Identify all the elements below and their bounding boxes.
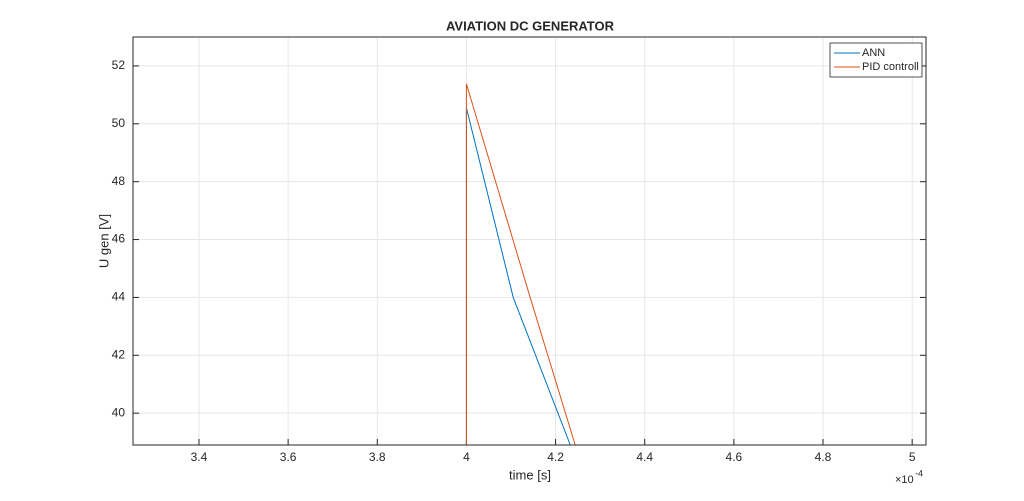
y-tick-label: 46 [112,232,126,246]
x-tick-label: 4.2 [547,450,564,464]
x-tick-label: 5 [909,450,916,464]
legend-box [829,42,923,78]
plot-area [133,37,926,445]
y-tick-label: 48 [112,174,126,188]
x-tick-label: 4.8 [815,450,832,464]
x-tick-label: 3.4 [191,450,208,464]
x-axis-label: time [s] [509,467,551,482]
legend: ANN PID controll [829,42,923,78]
legend-label: PID controll [862,61,919,73]
x-tick-label: 4.6 [726,450,743,464]
data-line [465,83,576,445]
x-exponent-base: ×10 [895,474,914,486]
y-axis-label: U gen [V] [96,214,111,268]
x-tick-label: 3.8 [369,450,386,464]
chart-title: AVIATION DC GENERATOR [446,18,615,33]
legend-label: ANN [862,47,885,59]
x-tick-label: 4 [463,450,470,464]
axes-box [132,36,927,446]
y-tick-label: 44 [112,290,126,304]
y-tick-label: 52 [112,58,126,72]
x-tick-label: 3.6 [280,450,297,464]
x-tick-label: 4.4 [636,450,653,464]
y-tick-label: 42 [112,347,126,361]
y-tick-label: 40 [112,405,126,419]
y-tick-label: 50 [112,116,126,130]
lines [465,83,576,445]
x-exponent-power: -4 [915,468,923,478]
